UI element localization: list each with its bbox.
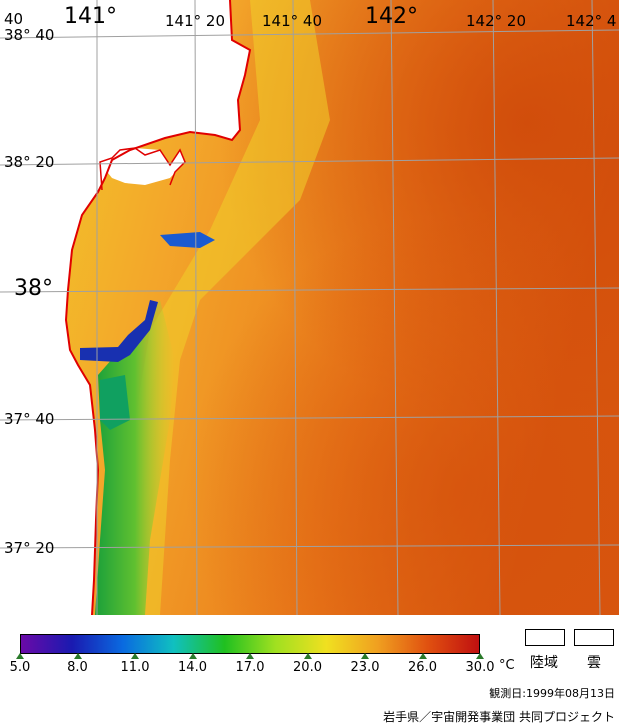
colorbar-tick-label: 11.0 — [120, 660, 150, 675]
cloud-legend-swatch — [574, 629, 614, 646]
colorbar-tick-mark — [131, 653, 139, 659]
colorbar-tick-label: 20.0 — [293, 660, 322, 675]
lon-label-142: 142° — [365, 4, 418, 29]
lat-label-38-20: 38° 20 — [4, 153, 55, 171]
lon-label-142-40: 142° 4 — [566, 12, 617, 30]
land-peninsula — [100, 148, 185, 185]
lat-label-37-40: 37° 40 — [4, 410, 55, 428]
colorbar-tick-mark — [418, 653, 427, 659]
colorbar-tick-mark — [361, 653, 369, 659]
colorbar-tick-mark — [303, 653, 312, 659]
grid-lines — [0, 0, 619, 615]
temperature-colorbar — [20, 634, 480, 654]
colorbar-tick-label: 8.0 — [67, 660, 88, 675]
colorbar-tick-label: 26.0 — [408, 660, 437, 675]
land-area — [0, 0, 250, 615]
yellow-band — [120, 0, 330, 615]
blue-patch-north — [160, 232, 215, 248]
colorbar-tick-label: 17.0 — [235, 660, 265, 675]
lat-label-38: 38° — [14, 276, 53, 301]
corner-label: 40 — [4, 10, 24, 28]
lon-label-141-40: 141° 40 — [262, 12, 322, 30]
colorbar-tick-label: 14.0 — [178, 660, 207, 675]
colorbar-tick-label: 30.0 — [465, 660, 495, 675]
lon-label-141-20: 141° 20 — [165, 12, 225, 30]
land-legend-label: 陸域 — [530, 655, 558, 671]
project-credit: 岩手県／宇宙開発事業団 共同プロジェクト — [383, 710, 615, 724]
observation-date: 観測日:1999年08月13日 — [489, 687, 615, 700]
lat-label-38-40: 38° 40 — [4, 26, 55, 44]
colorbar-tick-mark — [188, 653, 197, 659]
green-patch — [100, 375, 130, 430]
colorbar-tick-mark — [16, 653, 24, 659]
cloud-legend-label: 雲 — [587, 655, 601, 671]
land-legend-swatch — [525, 629, 565, 646]
coastline-bay — [99, 147, 186, 191]
lat-label-37-20: 37° 20 — [4, 539, 55, 557]
blue-patch-bay — [80, 300, 158, 362]
sst-map — [0, 0, 619, 615]
colorbar-tick-mark — [476, 653, 484, 659]
colorbar-tick-label: 23.0 — [350, 660, 380, 675]
lon-label-141: 141° — [64, 4, 117, 29]
temperature-unit: °C — [499, 658, 515, 673]
colorbar-tick-mark — [246, 653, 254, 659]
colorbar-tick-label: 5.0 — [9, 660, 31, 675]
colorbar-tick-mark — [73, 653, 82, 659]
lon-label-142-20: 142° 20 — [466, 12, 526, 30]
